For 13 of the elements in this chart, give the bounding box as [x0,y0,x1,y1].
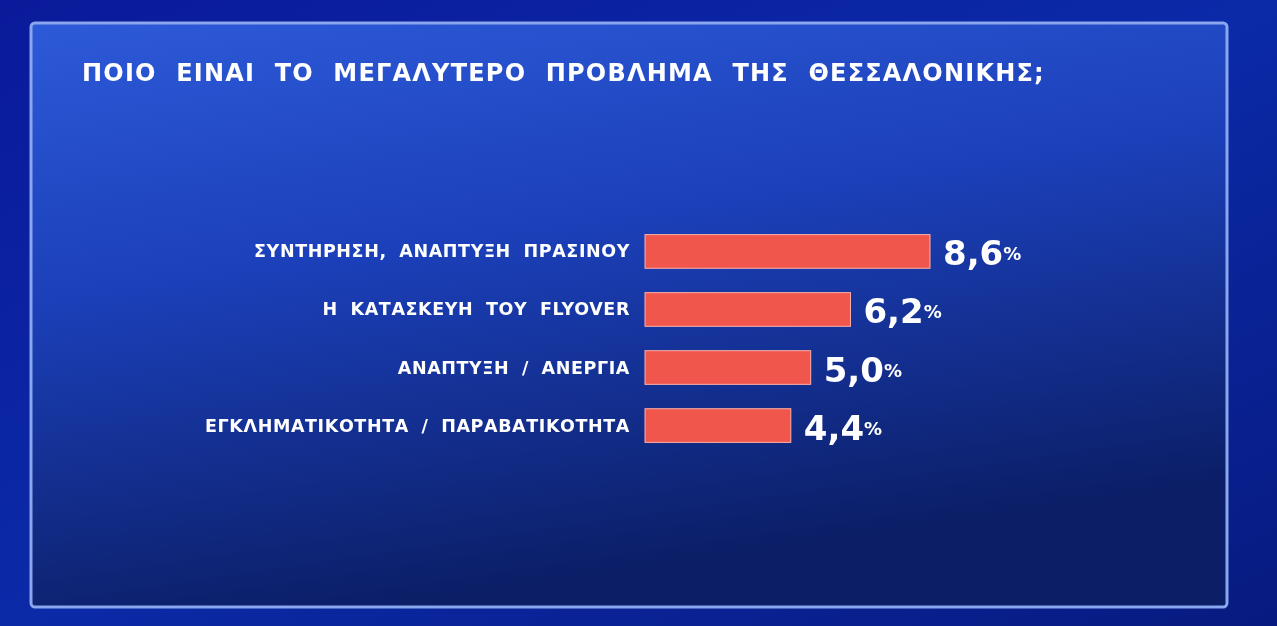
data-label: 5,0% [823,349,902,390]
data-label: 8,6% [943,233,1022,274]
bar [644,234,931,269]
y-tick-label: Η ΚΑΤΑΣΚΕΥΗ ΤΟΥ FLYOVER [322,299,630,320]
bar [644,408,792,443]
data-label: 4,4% [803,407,883,448]
bar [644,292,851,327]
y-tick-label: ΕΓΚΛΗΜΑΤΙΚΟΤΗΤΑ / ΠΑΡΑΒΑΤΙΚΟΤΗΤΑ [205,415,630,436]
y-tick-label: ΣΥΝΤΗΡΗΣΗ, ΑΝΑΠΤΥΞΗ ΠΡΑΣΙΝΟΥ [254,241,630,262]
chart-title: ΠΟΙΟ ΕΙΝΑΙ ΤΟ ΜΕΓΑΛΥΤΕΡΟ ΠΡΟΒΛΗΜΑ ΤΗΣ ΘΕΣΣΑΛΟΝΙΚΗΣ; [82,59,1045,87]
bar [644,350,812,385]
data-label: 6,2% [863,291,942,332]
y-tick-label: ΑΝΑΠΤΥΞΗ / ΑΝΕΡΓΙΑ [397,357,630,378]
